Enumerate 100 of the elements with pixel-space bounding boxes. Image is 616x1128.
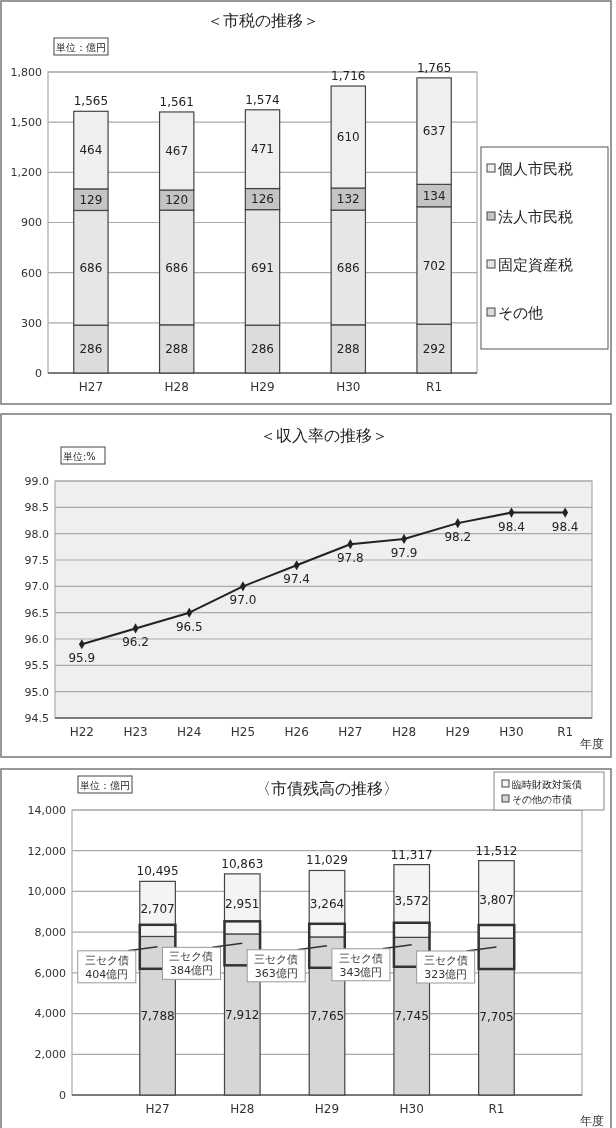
annotation: 三セク債 363億円 xyxy=(254,952,299,980)
data-label: 134 xyxy=(422,188,446,203)
legend-label: 法人市民税 xyxy=(498,208,573,227)
chart-title: 〈市債残高の推移〉 xyxy=(255,779,399,798)
x-axis-title: 年度 xyxy=(580,737,604,751)
x-tick-label: R1 xyxy=(488,1102,505,1116)
total-label: 10,495 xyxy=(136,864,179,879)
data-label: 467 xyxy=(165,144,189,159)
text: 97.9 xyxy=(390,545,418,560)
text: 96.2 xyxy=(122,635,149,650)
y-tick-label: 10,000 xyxy=(27,885,66,899)
data-label: 702 xyxy=(422,258,446,273)
data-label: 129 xyxy=(79,192,103,207)
y-tick-label: 12,000 xyxy=(27,844,66,858)
x-tick-label: R1 xyxy=(426,380,443,394)
y-tick-label: 1,200 xyxy=(10,166,42,180)
text: 97.8 xyxy=(336,551,364,566)
x-tick-label: H30 xyxy=(399,1102,424,1116)
y-tick-label: 4,000 xyxy=(34,1007,66,1021)
data-label: 7,745 xyxy=(394,1009,429,1024)
x-tick-label: H27 xyxy=(338,725,363,739)
data-label: 686 xyxy=(336,260,360,275)
x-tick-label: H23 xyxy=(123,725,148,739)
y-tick-label: 98.0 xyxy=(24,527,49,541)
data-label: 637 xyxy=(422,124,446,139)
data-label: 126 xyxy=(251,192,274,207)
annotation: 三セク債 323億円 xyxy=(423,954,468,981)
data-label: 7,705 xyxy=(479,1009,514,1024)
text: 97.4 xyxy=(283,572,311,587)
x-tick-label: H29 xyxy=(314,1102,340,1116)
y-tick-label: 97.0 xyxy=(24,580,49,594)
data-label: 7,765 xyxy=(309,1009,345,1024)
data-label: 471 xyxy=(251,142,274,157)
total-label: 1,765 xyxy=(416,60,452,75)
total-label: 1,574 xyxy=(245,92,280,107)
x-tick-label: H29 xyxy=(445,725,470,739)
annotation: 三セク債 343億円 xyxy=(338,951,383,979)
data-label: 288 xyxy=(336,342,360,357)
y-tick-label: 0 xyxy=(35,366,42,380)
text: 98.4 xyxy=(551,519,579,534)
x-tick-label: H27 xyxy=(145,1102,170,1116)
data-label: 286 xyxy=(251,342,274,357)
total-label: 11,512 xyxy=(475,843,518,858)
y-tick-label: 95.0 xyxy=(24,685,49,699)
y-tick-label: 2,000 xyxy=(34,1048,66,1062)
chart-title: ＜市税の推移＞ xyxy=(206,11,319,30)
x-tick-label: H28 xyxy=(391,725,417,739)
chart-title: ＜収入率の推移＞ xyxy=(259,426,388,445)
data-label: 3,807 xyxy=(479,892,514,907)
data-label: 610 xyxy=(336,130,360,145)
x-axis-title: 年度 xyxy=(580,1114,604,1128)
text: 単位：億円 xyxy=(80,779,130,791)
total-label: 1,561 xyxy=(159,94,194,109)
x-tick-label: H29 xyxy=(250,380,275,394)
y-tick-label: 900 xyxy=(21,216,42,230)
x-tick-label: H30 xyxy=(499,725,524,739)
x-tick-label: H22 xyxy=(69,725,94,739)
data-label: 2,951 xyxy=(225,897,260,912)
text: 96.5 xyxy=(175,619,203,634)
data-label: 288 xyxy=(165,342,189,357)
y-tick-label: 95.5 xyxy=(24,659,49,673)
y-tick-label: 300 xyxy=(21,316,42,330)
data-label: 132 xyxy=(336,192,360,207)
data-label: 292 xyxy=(422,341,446,356)
text: 単位：億円 xyxy=(56,41,106,53)
x-tick-label: H27 xyxy=(78,380,104,394)
annotation: 三セク債 384億円 xyxy=(169,950,214,978)
data-label: 464 xyxy=(79,143,103,158)
x-tick-label: H28 xyxy=(230,1102,255,1116)
data-label: 686 xyxy=(79,261,103,276)
legend-label: 臨時財政対策債 xyxy=(512,778,582,790)
text: 98.2 xyxy=(444,530,472,545)
y-tick-label: 98.5 xyxy=(24,501,49,515)
legend-label: その他の市債 xyxy=(512,793,572,805)
x-tick-label: H25 xyxy=(230,725,256,739)
total-label: 10,863 xyxy=(221,856,264,871)
total-label: 11,029 xyxy=(306,853,348,868)
data-label: 120 xyxy=(165,193,189,208)
legend-label: 固定資産税 xyxy=(498,256,573,275)
text: 98.4 xyxy=(498,519,525,534)
y-tick-label: 96.0 xyxy=(24,632,49,646)
legend-label: その他 xyxy=(498,304,543,323)
y-tick-label: 1,800 xyxy=(10,65,42,79)
y-tick-label: 0 xyxy=(59,1088,66,1102)
x-tick-label: R1 xyxy=(557,725,574,739)
x-tick-label: H26 xyxy=(284,725,309,739)
y-tick-label: 97.5 xyxy=(24,553,49,567)
data-label: 3,264 xyxy=(309,896,345,911)
data-label: 286 xyxy=(79,342,103,357)
y-tick-label: 6,000 xyxy=(34,966,66,980)
y-tick-label: 8,000 xyxy=(34,925,66,939)
y-tick-label: 600 xyxy=(21,266,42,280)
data-label: 3,572 xyxy=(394,894,429,909)
y-tick-label: 14,000 xyxy=(27,803,66,817)
data-label: 7,912 xyxy=(225,1007,260,1022)
y-tick-label: 94.5 xyxy=(24,711,49,725)
text: 単位:% xyxy=(63,450,96,462)
data-label: 2,707 xyxy=(140,902,175,917)
data-label: 7,788 xyxy=(140,1008,175,1023)
data-label: 691 xyxy=(251,260,274,275)
